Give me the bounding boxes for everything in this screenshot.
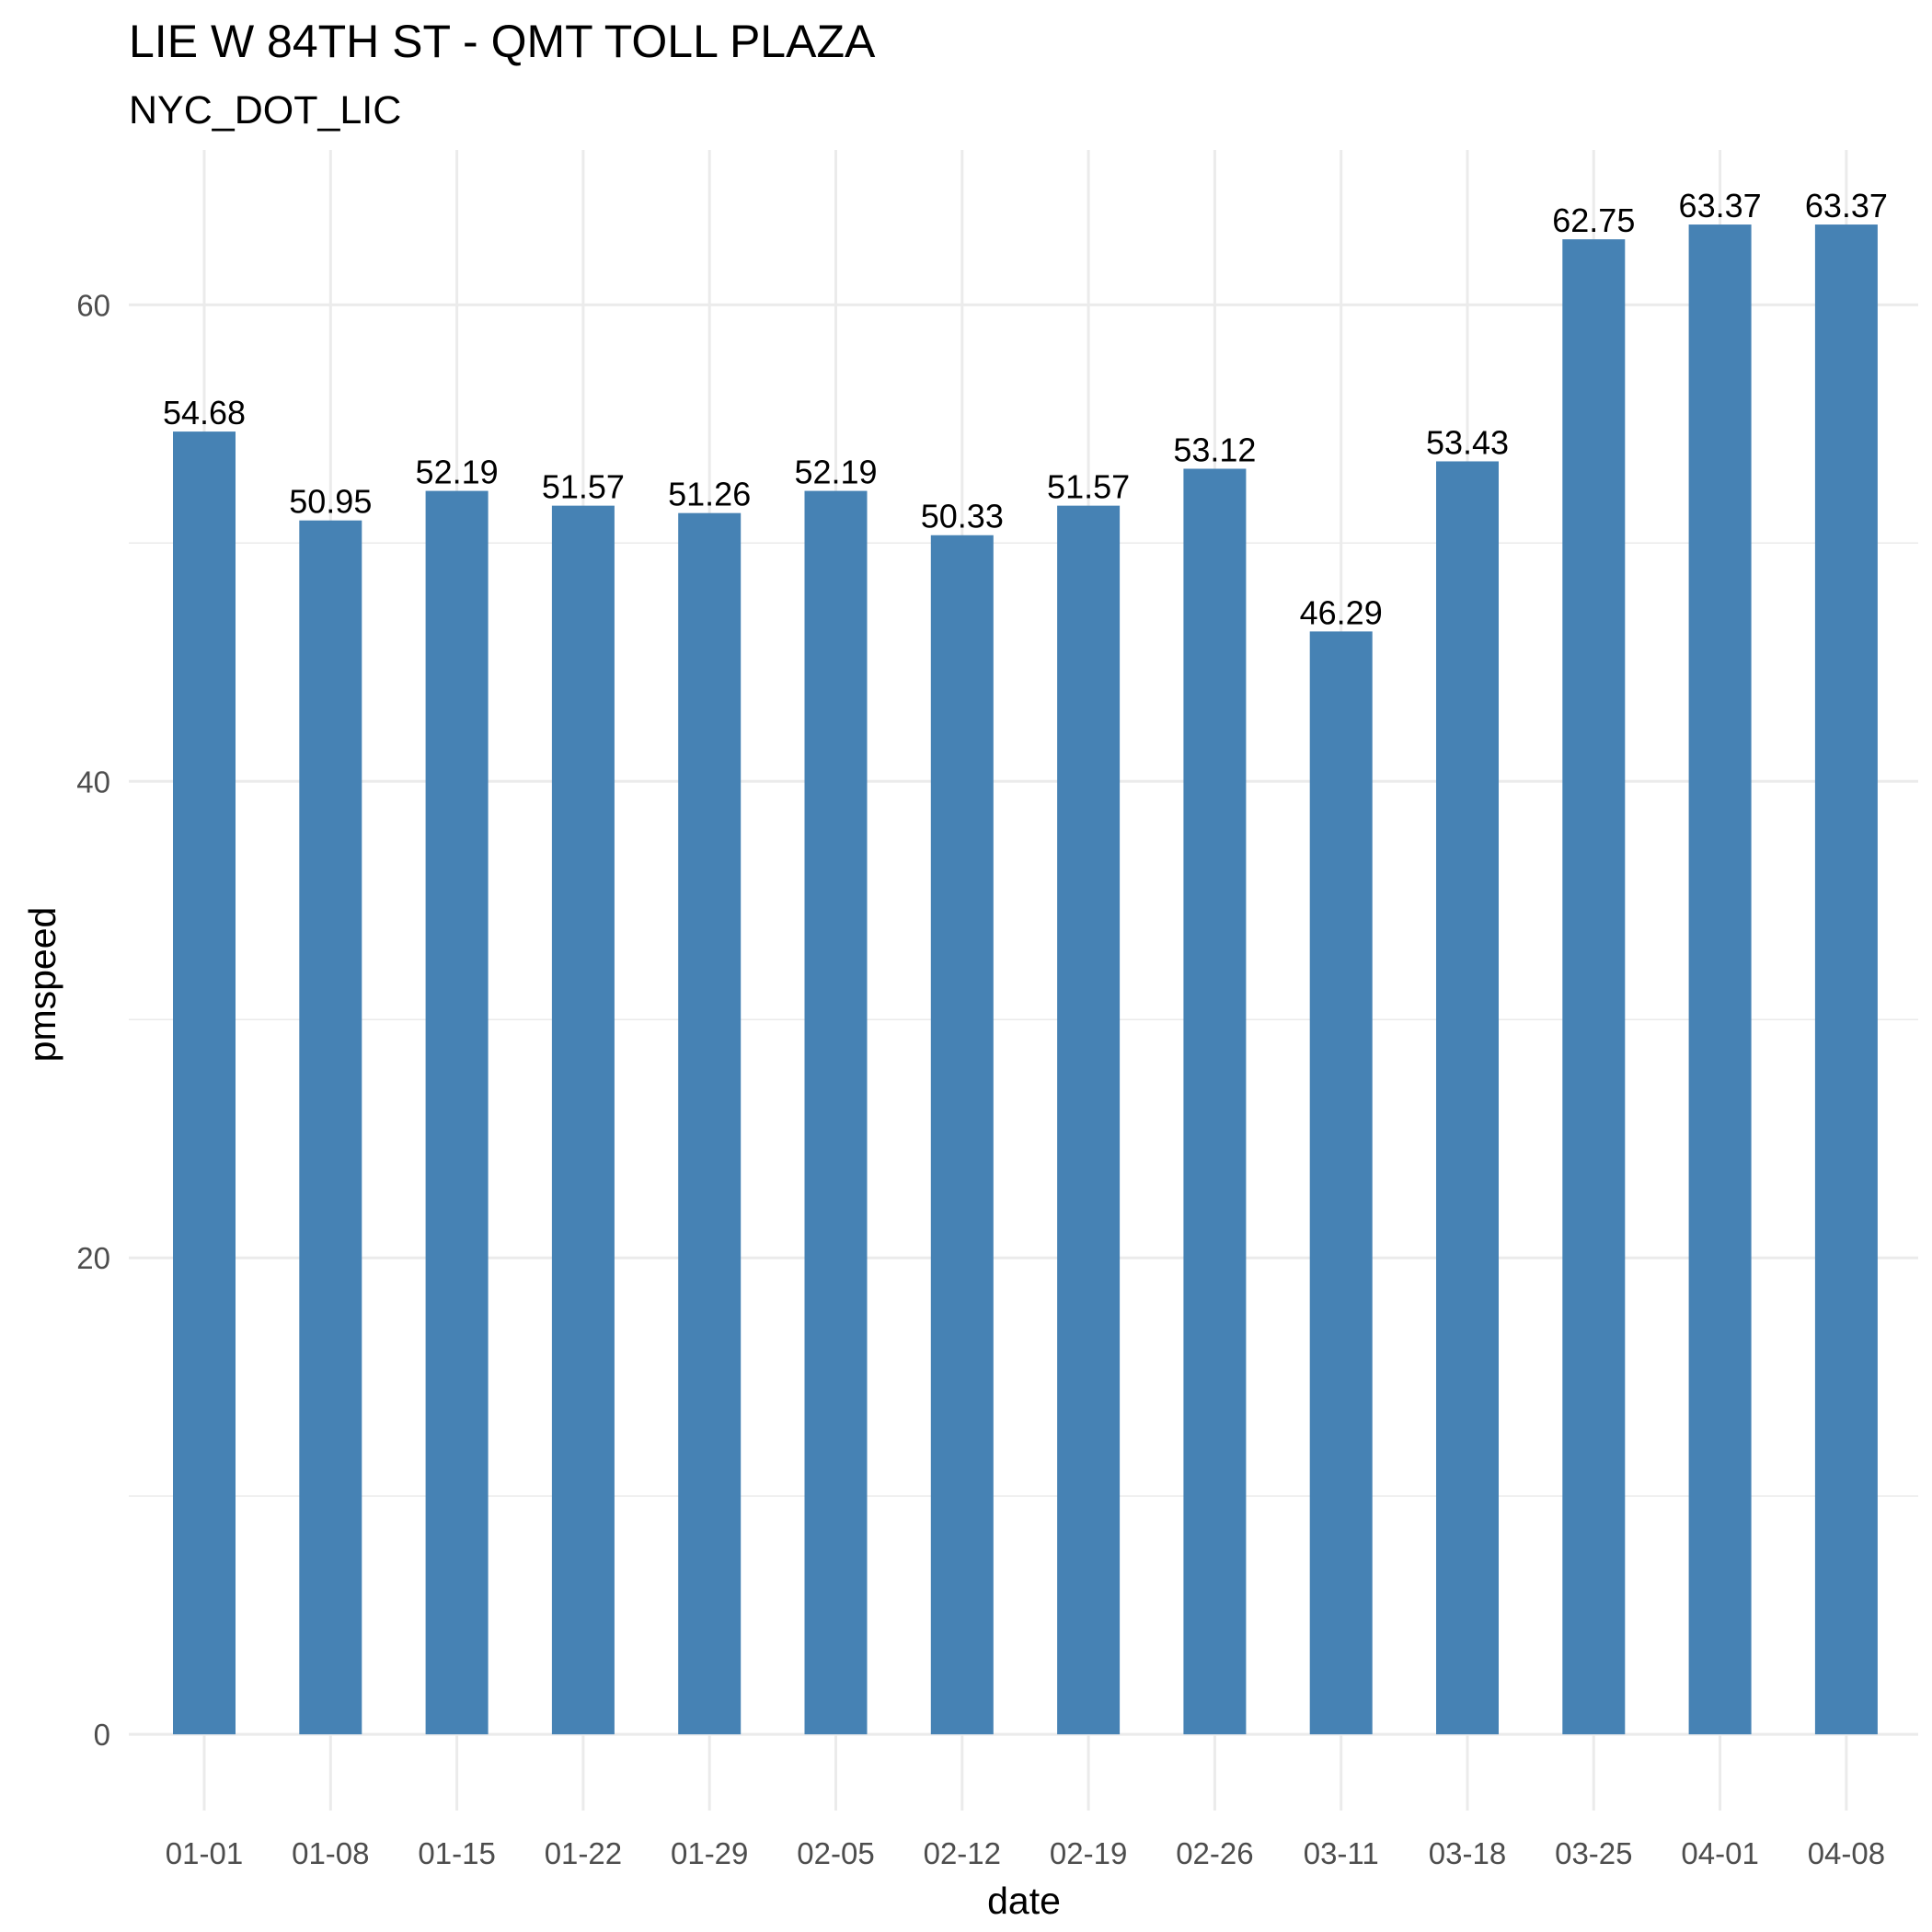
bar bbox=[1436, 461, 1499, 1735]
x-tick-label: 04-08 bbox=[1808, 1836, 1885, 1870]
x-tick-label: 02-05 bbox=[797, 1836, 874, 1870]
chart-title: LIE W 84TH ST - QMT TOLL PLAZA bbox=[129, 16, 876, 67]
bar-value-label: 51.57 bbox=[1047, 468, 1130, 506]
x-axis-label: date bbox=[987, 1880, 1061, 1922]
x-tick-label: 03-18 bbox=[1429, 1836, 1506, 1870]
bar-value-label: 51.57 bbox=[542, 468, 625, 506]
bar bbox=[1562, 239, 1626, 1735]
bar bbox=[804, 490, 868, 1735]
bar-value-label: 54.68 bbox=[163, 394, 246, 431]
bar-value-label: 52.19 bbox=[416, 454, 499, 491]
bar bbox=[425, 490, 489, 1735]
bar bbox=[1057, 505, 1121, 1735]
bar-value-label: 52.19 bbox=[794, 454, 877, 491]
bar bbox=[1183, 468, 1247, 1735]
x-tick-label: 04-01 bbox=[1681, 1836, 1758, 1870]
x-tick-label: 02-19 bbox=[1050, 1836, 1127, 1870]
bar bbox=[678, 512, 742, 1735]
y-tick-label: 40 bbox=[76, 765, 110, 799]
bar-value-label: 53.43 bbox=[1426, 423, 1509, 461]
bar bbox=[1688, 224, 1752, 1735]
bars bbox=[173, 224, 1878, 1735]
x-tick-label: 01-01 bbox=[166, 1836, 243, 1870]
bar-value-label: 51.26 bbox=[668, 476, 751, 513]
bar bbox=[551, 505, 615, 1735]
x-tick-label: 02-12 bbox=[924, 1836, 1001, 1870]
x-tick-label: 01-22 bbox=[545, 1836, 622, 1870]
bar-value-label: 53.12 bbox=[1173, 431, 1256, 468]
bar bbox=[299, 520, 362, 1735]
grid bbox=[129, 150, 1918, 1811]
chart-subtitle: NYC_DOT_LIC bbox=[129, 88, 401, 132]
bar bbox=[1814, 224, 1878, 1735]
bar bbox=[1309, 631, 1373, 1735]
bar-value-label: 46.29 bbox=[1300, 593, 1383, 631]
x-tick-label: 01-29 bbox=[671, 1836, 748, 1870]
bar-value-label: 63.37 bbox=[1805, 187, 1888, 224]
x-axis: 01-01 01-08 01-15 01-22 01-29 02-05 02-12 02-19… bbox=[166, 1836, 1885, 1870]
value-labels: 54.68 50.95 52.19 51.57 51.26 52.19 50.33 51.57… bbox=[163, 187, 1888, 631]
x-tick-label: 01-08 bbox=[292, 1836, 369, 1870]
y-axis: 0 20 40 60 bbox=[76, 288, 110, 1752]
y-tick-label: 20 bbox=[76, 1241, 110, 1275]
bar bbox=[930, 535, 994, 1735]
x-tick-label: 03-11 bbox=[1304, 1836, 1379, 1870]
bar-value-label: 50.33 bbox=[921, 498, 1004, 535]
x-tick-label: 02-26 bbox=[1176, 1836, 1253, 1870]
y-tick-label: 60 bbox=[76, 288, 110, 322]
x-tick-label: 01-15 bbox=[418, 1836, 495, 1870]
y-axis-label: pmspeed bbox=[21, 907, 63, 1063]
bar-value-label: 63.37 bbox=[1679, 187, 1762, 224]
y-tick-label: 0 bbox=[94, 1718, 110, 1752]
x-tick-label: 03-25 bbox=[1555, 1836, 1632, 1870]
bar-value-label: 50.95 bbox=[289, 483, 372, 521]
bar-value-label: 62.75 bbox=[1552, 201, 1635, 239]
bar bbox=[173, 431, 236, 1735]
